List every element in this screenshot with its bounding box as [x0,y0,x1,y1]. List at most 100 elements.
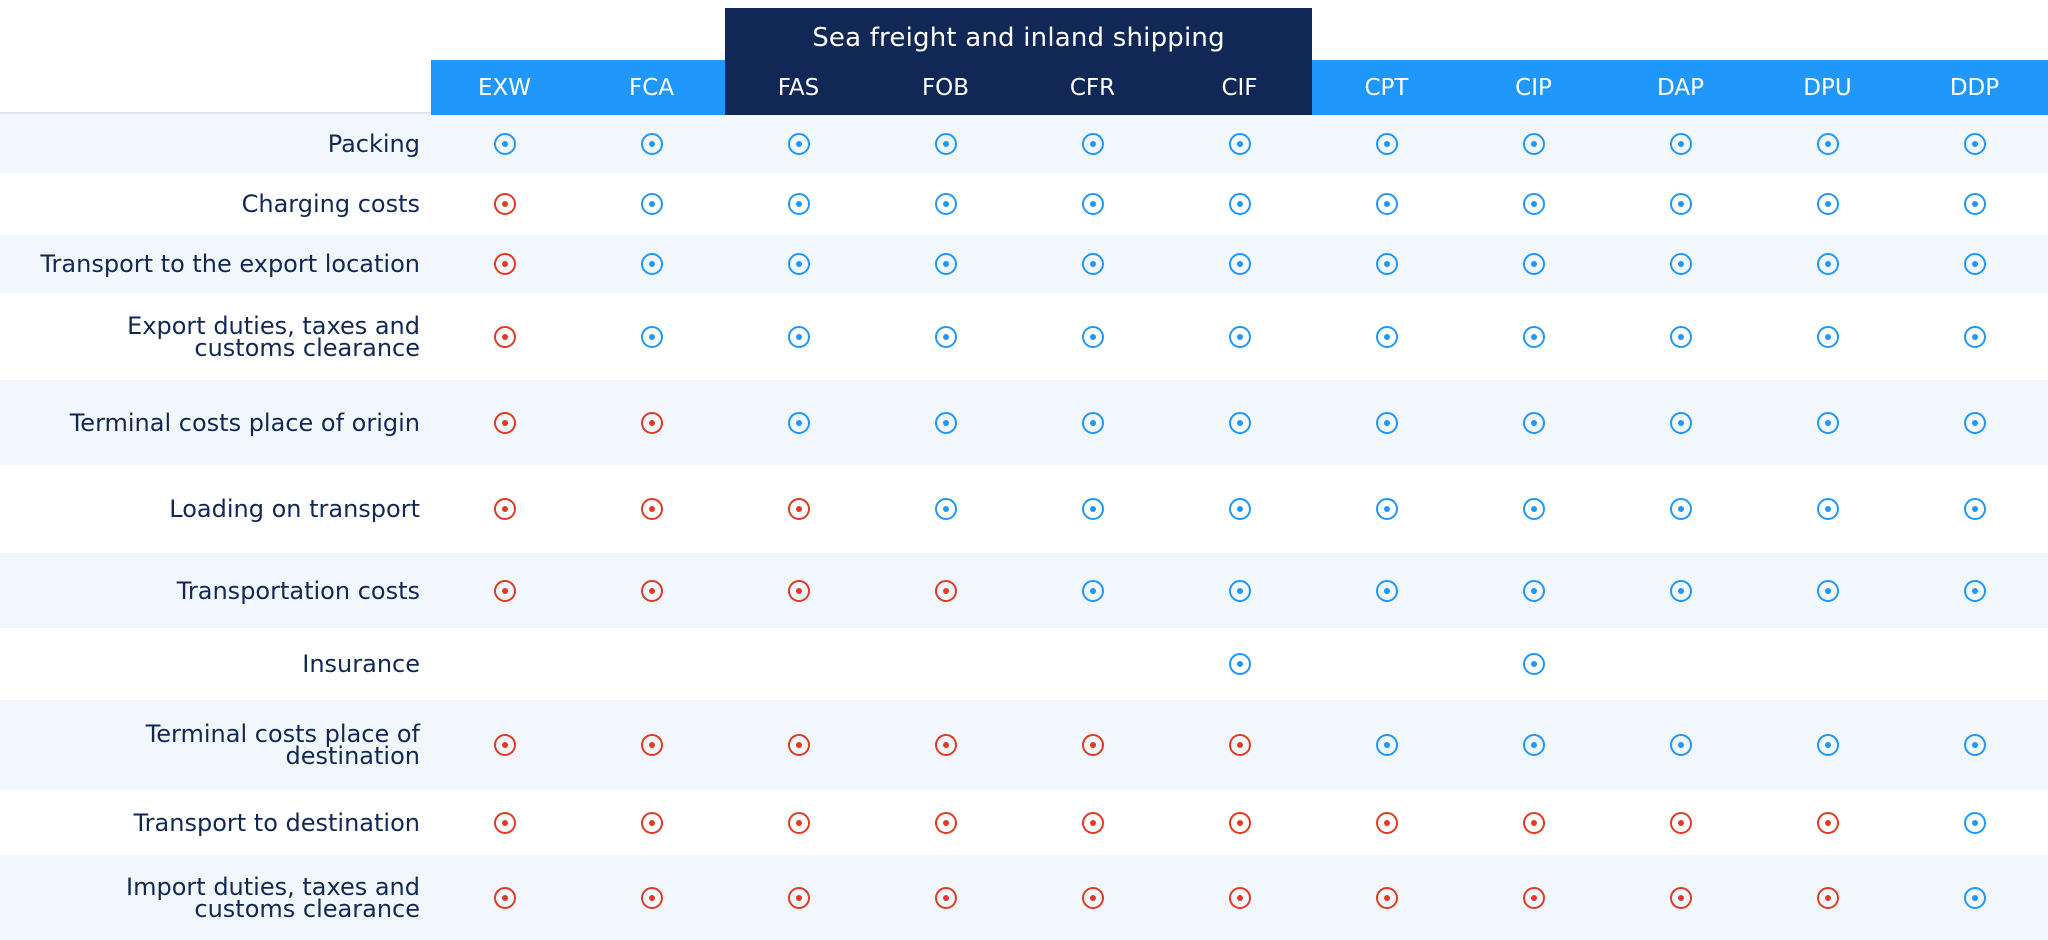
column-header-fob: FOB [921,74,970,101]
buyer-responsibility-icon [1669,325,1692,348]
buyer-responsibility-icon [1375,253,1398,275]
seller-responsibility-icon [493,886,516,909]
seller-responsibility-icon [493,253,516,275]
seller-responsibility-icon [1816,886,1839,909]
seller-responsibility-icon [934,811,957,834]
sea-freight-header-band [725,60,1312,115]
buyer-responsibility-icon [1963,133,1986,155]
buyer-responsibility-icon [934,253,957,275]
column-header-cif: CIF [1221,74,1258,101]
buyer-responsibility-icon [1522,325,1545,348]
seller-responsibility-icon [1228,886,1251,909]
seller-responsibility-icon [1375,886,1398,909]
buyer-responsibility-icon [1375,325,1398,348]
buyer-responsibility-icon [1081,498,1104,520]
column-header-dpu: DPU [1803,74,1852,101]
column-header-fas: FAS [777,74,820,101]
table-row [0,553,2048,628]
buyer-responsibility-icon [1228,133,1251,155]
buyer-responsibility-icon [1522,253,1545,275]
column-header-exw: EXW [477,74,532,101]
seller-responsibility-icon [640,811,663,834]
buyer-responsibility-icon [787,193,810,215]
buyer-responsibility-icon [640,133,663,155]
buyer-responsibility-icon [1816,734,1839,756]
buyer-responsibility-icon [493,133,516,155]
seller-responsibility-icon [934,886,957,909]
column-header-cfr: CFR [1069,74,1116,101]
buyer-responsibility-icon [1081,193,1104,215]
row-label: Insurance [302,650,420,678]
buyer-responsibility-icon [1669,253,1692,275]
buyer-responsibility-icon [1081,253,1104,275]
buyer-responsibility-icon [1963,886,1986,909]
buyer-responsibility-icon [1228,579,1251,602]
column-header-cip: CIP [1515,74,1552,101]
seller-responsibility-icon [640,498,663,520]
buyer-responsibility-icon [1669,734,1692,756]
buyer-responsibility-icon [1375,579,1398,602]
seller-responsibility-icon [493,193,516,215]
seller-responsibility-icon [1669,811,1692,834]
table-row [0,855,2048,940]
buyer-responsibility-icon [1228,193,1251,215]
buyer-responsibility-icon [1375,193,1398,215]
table-row [0,700,2048,790]
buyer-responsibility-icon [1669,498,1692,520]
buyer-responsibility-icon [1375,133,1398,155]
buyer-responsibility-icon [1081,411,1104,434]
seller-responsibility-icon [1228,811,1251,834]
buyer-responsibility-icon [1375,498,1398,520]
seller-responsibility-icon [1522,886,1545,909]
seller-responsibility-icon [1081,811,1104,834]
seller-responsibility-icon [640,886,663,909]
buyer-responsibility-icon [1375,734,1398,756]
buyer-responsibility-icon [1963,734,1986,756]
row-label: Terminal costs place of destination [145,720,420,770]
buyer-responsibility-icon [787,325,810,348]
seller-responsibility-icon [640,579,663,602]
table-row [0,235,2048,293]
buyer-responsibility-icon [1816,133,1839,155]
buyer-responsibility-icon [1669,193,1692,215]
buyer-responsibility-icon [934,325,957,348]
buyer-responsibility-icon [1522,653,1545,675]
row-label: Import duties, taxes and customs clearanc… [126,872,420,923]
buyer-responsibility-icon [1963,411,1986,434]
buyer-responsibility-icon [1669,579,1692,602]
buyer-responsibility-icon [1228,498,1251,520]
row-label: Transport to the export location [40,250,420,278]
buyer-responsibility-icon [1228,411,1251,434]
table-row [0,115,2048,173]
buyer-responsibility-icon [1522,411,1545,434]
buyer-responsibility-icon [1816,411,1839,434]
seller-responsibility-icon [493,811,516,834]
seller-responsibility-icon [493,325,516,348]
buyer-responsibility-icon [1816,193,1839,215]
buyer-responsibility-icon [1522,734,1545,756]
seller-responsibility-icon [787,886,810,909]
buyer-responsibility-icon [1816,253,1839,275]
buyer-responsibility-icon [1963,811,1986,834]
column-header-dap: DAP [1657,74,1704,101]
seller-responsibility-icon [934,579,957,602]
buyer-responsibility-icon [1375,411,1398,434]
buyer-responsibility-icon [1816,498,1839,520]
buyer-responsibility-icon [1228,653,1251,675]
header-divider [0,112,431,116]
table-row [0,380,2048,465]
seller-responsibility-icon [493,734,516,756]
buyer-responsibility-icon [1081,579,1104,602]
buyer-responsibility-icon [1963,253,1986,275]
column-header-ddp: DDP [1949,74,2000,101]
row-label: Terminal costs place of origin [69,408,420,437]
buyer-responsibility-icon [1522,193,1545,215]
buyer-responsibility-icon [787,411,810,434]
seller-responsibility-icon [1081,734,1104,756]
buyer-responsibility-icon [934,193,957,215]
seller-responsibility-icon [640,411,663,434]
buyer-responsibility-icon [934,133,957,155]
row-label: Packing [327,130,420,158]
seller-responsibility-icon [1669,886,1692,909]
